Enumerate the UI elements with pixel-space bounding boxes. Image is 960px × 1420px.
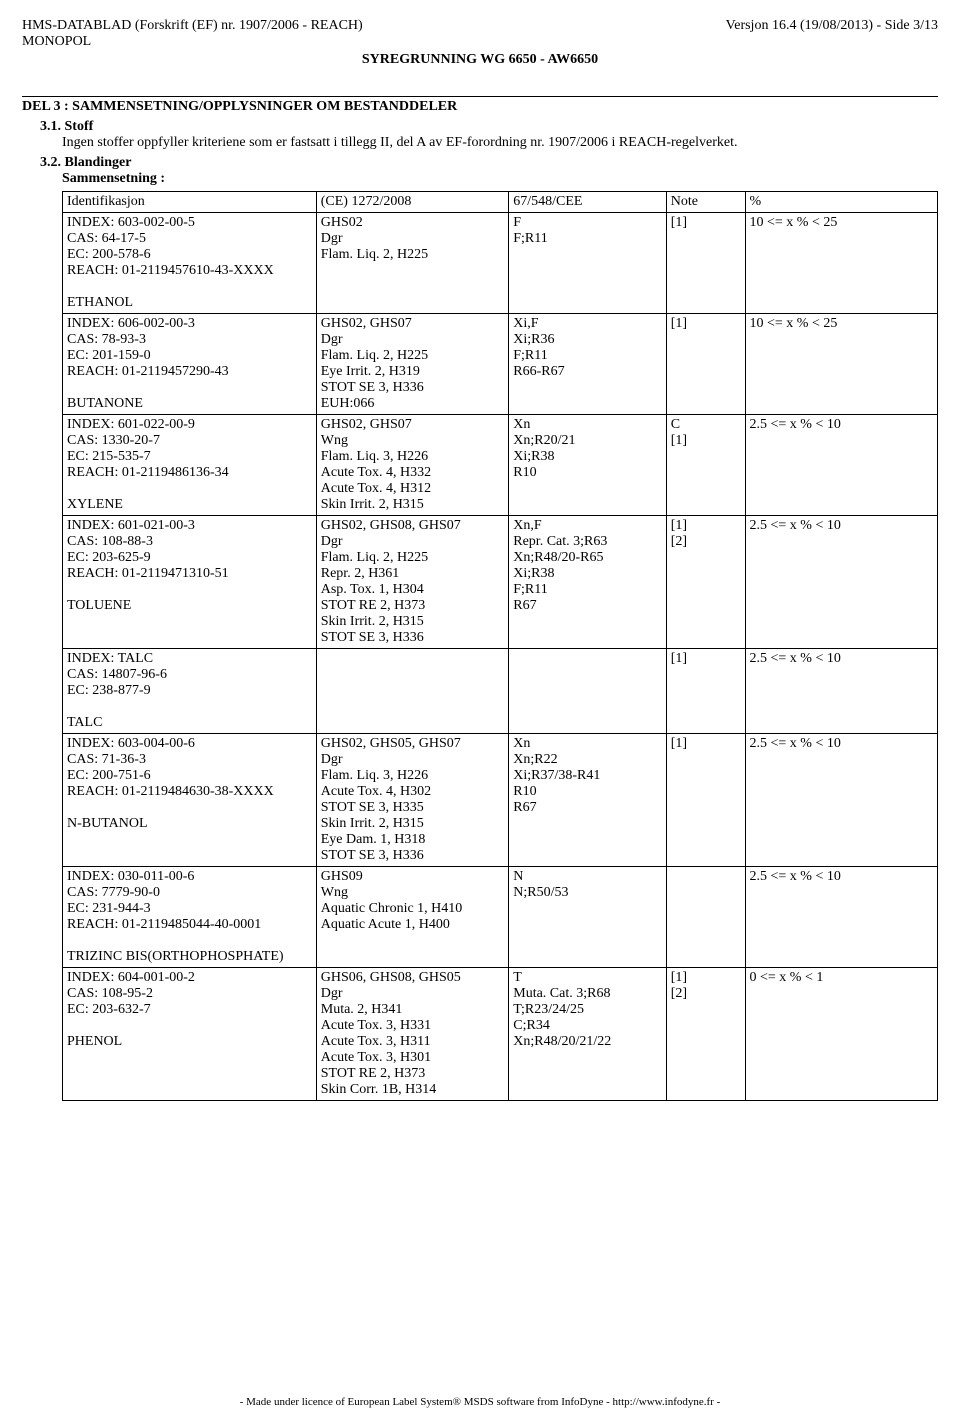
cell-pct: 10 <= x % < 25 (745, 213, 938, 314)
cell-ce: GHS02, GHS05, GHS07 Dgr Flam. Liq. 3, H2… (316, 734, 509, 867)
table-row: INDEX: 604-001-00-2 CAS: 108-95-2 EC: 20… (63, 968, 938, 1101)
divider (22, 96, 938, 97)
cell-pct: 2.5 <= x % < 10 (745, 734, 938, 867)
cell-note: [1] (666, 649, 745, 734)
cell-id: INDEX: 030-011-00-6 CAS: 7779-90-0 EC: 2… (63, 867, 317, 968)
cell-ce (316, 649, 509, 734)
cell-cee: Xn Xn;R22 Xi;R37/38-R41 R10 R67 (509, 734, 667, 867)
section-3-title: DEL 3 : SAMMENSETNING/OPPLYSNINGER OM BE… (22, 99, 938, 115)
header-left-2: MONOPOL (22, 34, 938, 50)
section-3-1-text: Ingen stoffer oppfyller kriteriene som e… (62, 135, 938, 151)
cell-ce: GHS02, GHS08, GHS07 Dgr Flam. Liq. 2, H2… (316, 516, 509, 649)
page-header: HMS-DATABLAD (Forskrift (EF) nr. 1907/20… (22, 18, 938, 34)
th-identification: Identifikasjon (63, 192, 317, 213)
cell-pct: 10 <= x % < 25 (745, 314, 938, 415)
cell-pct: 0 <= x % < 1 (745, 968, 938, 1101)
th-ce-1272: (CE) 1272/2008 (316, 192, 509, 213)
table-row: INDEX: 601-021-00-3 CAS: 108-88-3 EC: 20… (63, 516, 938, 649)
cell-id: INDEX: TALC CAS: 14807-96-6 EC: 238-877-… (63, 649, 317, 734)
cell-ce: GHS06, GHS08, GHS05 Dgr Muta. 2, H341 Ac… (316, 968, 509, 1101)
composition-table: Identifikasjon (CE) 1272/2008 67/548/CEE… (62, 191, 938, 1101)
cell-note: C [1] (666, 415, 745, 516)
cell-note: [1] (666, 213, 745, 314)
table-row: INDEX: TALC CAS: 14807-96-6 EC: 238-877-… (63, 649, 938, 734)
cell-id: INDEX: 603-002-00-5 CAS: 64-17-5 EC: 200… (63, 213, 317, 314)
cell-note: [1] (666, 734, 745, 867)
cell-id: INDEX: 601-022-00-9 CAS: 1330-20-7 EC: 2… (63, 415, 317, 516)
table-row: INDEX: 606-002-00-3 CAS: 78-93-3 EC: 201… (63, 314, 938, 415)
composition-label: Sammensetning : (62, 171, 938, 187)
table-row: INDEX: 603-002-00-5 CAS: 64-17-5 EC: 200… (63, 213, 938, 314)
cell-cee: Xn,F Repr. Cat. 3;R63 Xn;R48/20-R65 Xi;R… (509, 516, 667, 649)
cell-id: INDEX: 606-002-00-3 CAS: 78-93-3 EC: 201… (63, 314, 317, 415)
cell-pct: 2.5 <= x % < 10 (745, 649, 938, 734)
cell-ce: GHS02, GHS07 Wng Flam. Liq. 3, H226 Acut… (316, 415, 509, 516)
table-row: INDEX: 030-011-00-6 CAS: 7779-90-0 EC: 2… (63, 867, 938, 968)
header-left-1: HMS-DATABLAD (Forskrift (EF) nr. 1907/20… (22, 18, 363, 34)
cell-cee: Xn Xn;R20/21 Xi;R38 R10 (509, 415, 667, 516)
cell-note: [1] (666, 314, 745, 415)
cell-cee: T Muta. Cat. 3;R68 T;R23/24/25 C;R34 Xn;… (509, 968, 667, 1101)
header-center-title: SYREGRUNNING WG 6650 - AW6650 (22, 52, 938, 68)
section-3-1-label: 3.1. Stoff (40, 119, 938, 135)
cell-cee (509, 649, 667, 734)
cell-pct: 2.5 <= x % < 10 (745, 867, 938, 968)
cell-note: [1] [2] (666, 516, 745, 649)
cell-cee: Xi,F Xi;R36 F;R11 R66-R67 (509, 314, 667, 415)
cell-id: INDEX: 603-004-00-6 CAS: 71-36-3 EC: 200… (63, 734, 317, 867)
cell-note: [1] [2] (666, 968, 745, 1101)
th-67-548: 67/548/CEE (509, 192, 667, 213)
th-percent: % (745, 192, 938, 213)
cell-pct: 2.5 <= x % < 10 (745, 516, 938, 649)
table-row: INDEX: 603-004-00-6 CAS: 71-36-3 EC: 200… (63, 734, 938, 867)
th-note: Note (666, 192, 745, 213)
page-footer: - Made under licence of European Label S… (22, 1396, 938, 1408)
cell-id: INDEX: 604-001-00-2 CAS: 108-95-2 EC: 20… (63, 968, 317, 1101)
header-right: Versjon 16.4 (19/08/2013) - Side 3/13 (726, 18, 938, 34)
section-3-2-label: 3.2. Blandinger (40, 155, 938, 171)
table-row: INDEX: 601-022-00-9 CAS: 1330-20-7 EC: 2… (63, 415, 938, 516)
cell-ce: GHS02 Dgr Flam. Liq. 2, H225 (316, 213, 509, 314)
cell-ce: GHS09 Wng Aquatic Chronic 1, H410 Aquati… (316, 867, 509, 968)
cell-note (666, 867, 745, 968)
cell-ce: GHS02, GHS07 Dgr Flam. Liq. 2, H225 Eye … (316, 314, 509, 415)
cell-id: INDEX: 601-021-00-3 CAS: 108-88-3 EC: 20… (63, 516, 317, 649)
table-header-row: Identifikasjon (CE) 1272/2008 67/548/CEE… (63, 192, 938, 213)
cell-cee: F F;R11 (509, 213, 667, 314)
cell-cee: N N;R50/53 (509, 867, 667, 968)
cell-pct: 2.5 <= x % < 10 (745, 415, 938, 516)
